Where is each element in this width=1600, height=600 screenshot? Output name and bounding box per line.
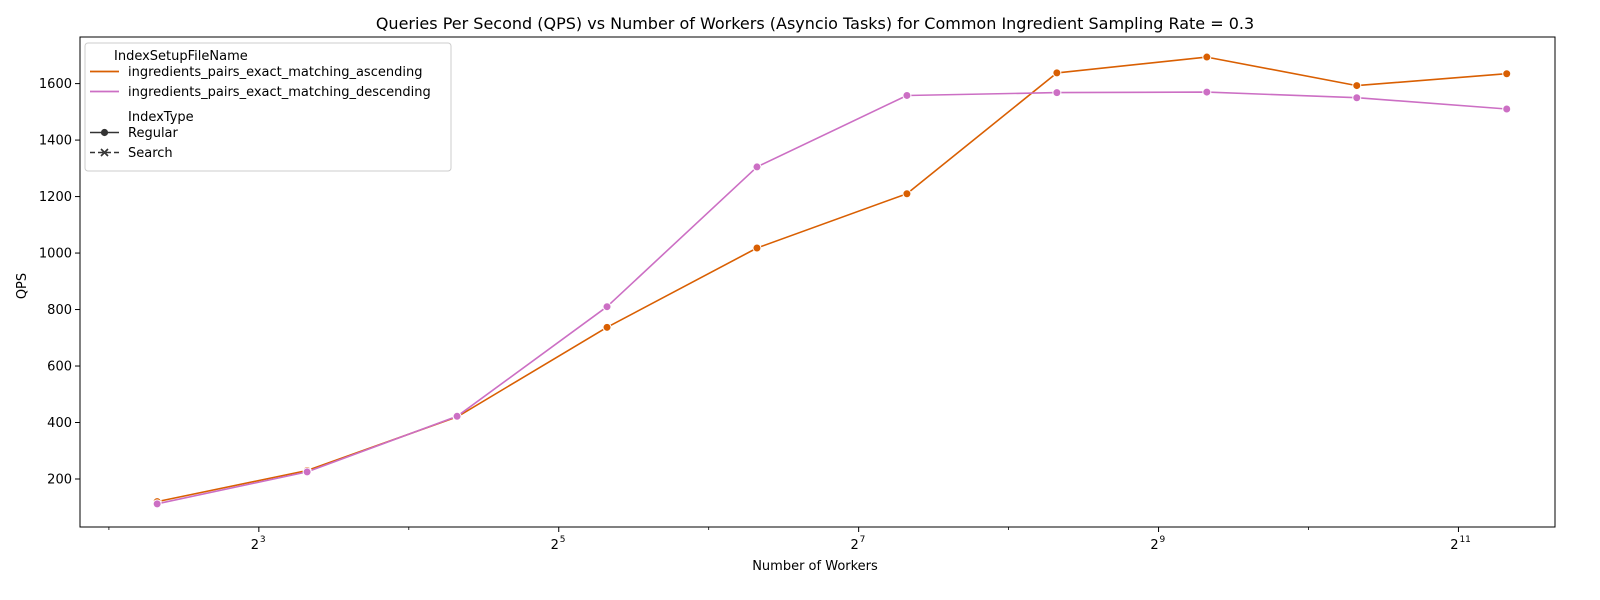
x-tick-exponent: 3 xyxy=(260,535,266,545)
y-tick-label: 800 xyxy=(47,303,72,318)
chart-title: Queries Per Second (QPS) vs Number of Wo… xyxy=(376,14,1254,33)
legend-style-label: Regular xyxy=(128,126,179,141)
series-lines xyxy=(157,56,1507,505)
data-point-descending xyxy=(152,499,162,509)
x-tick-base: 2 xyxy=(551,538,559,553)
plot-frame xyxy=(79,36,1556,528)
data-point-descending xyxy=(902,90,912,100)
x-tick-base: 2 xyxy=(1150,538,1158,553)
legend-entry-label: ingredients_pairs_exact_matching_ascendi… xyxy=(128,65,422,80)
x-tick-base: 2 xyxy=(251,538,259,553)
legend-style-title: IndexType xyxy=(128,110,194,125)
legend-style-label: Search xyxy=(128,146,173,161)
legend-box xyxy=(84,42,452,172)
data-point-descending xyxy=(452,411,462,421)
data-point-ascending xyxy=(902,189,912,199)
data-point-descending xyxy=(1202,87,1212,97)
data-point-ascending xyxy=(1352,81,1362,91)
x-tick-base: 2 xyxy=(1450,538,1458,553)
y-tick-label: 400 xyxy=(47,416,72,431)
y-tick-label: 1000 xyxy=(39,247,72,262)
legend: IndexSetupFileNameingredients_pairs_exac… xyxy=(84,42,452,172)
data-point-ascending xyxy=(1502,69,1512,79)
x-tick-base: 2 xyxy=(851,538,859,553)
data-point-descending xyxy=(302,467,312,477)
y-tick-label: 1400 xyxy=(39,134,72,149)
series-markers xyxy=(152,52,1512,509)
y-tick-label: 600 xyxy=(47,360,72,375)
data-point-descending xyxy=(1052,88,1062,98)
legend-entry-label: ingredients_pairs_exact_matching_descend… xyxy=(128,85,431,100)
y-tick-label: 1200 xyxy=(39,190,72,205)
y-tick-label: 1600 xyxy=(39,77,72,92)
x-tick-exponent: 11 xyxy=(1459,535,1470,545)
data-point-ascending xyxy=(752,243,762,253)
legend-hue-title: IndexSetupFileName xyxy=(114,49,248,64)
data-point-ascending xyxy=(602,322,612,332)
x-tick-exponent: 7 xyxy=(860,535,866,545)
series-line-descending xyxy=(157,91,1507,505)
data-point-descending xyxy=(752,162,762,172)
data-point-descending xyxy=(602,302,612,312)
y-tick-label: 200 xyxy=(47,472,72,487)
data-point-ascending xyxy=(1202,52,1212,62)
x-tick-label: 2 11 xyxy=(1450,535,1471,553)
data-point-descending xyxy=(1502,104,1512,114)
data-point-descending xyxy=(1352,93,1362,103)
x-tick-exponent: 9 xyxy=(1160,535,1166,545)
x-axis-label: Number of Workers xyxy=(752,559,878,574)
data-point-ascending xyxy=(1052,68,1062,78)
y-axis-label: QPS xyxy=(15,273,30,299)
legend-style-marker-circle xyxy=(100,128,109,137)
legend-style-marker-x xyxy=(100,148,109,157)
x-tick-exponent: 5 xyxy=(560,535,566,545)
